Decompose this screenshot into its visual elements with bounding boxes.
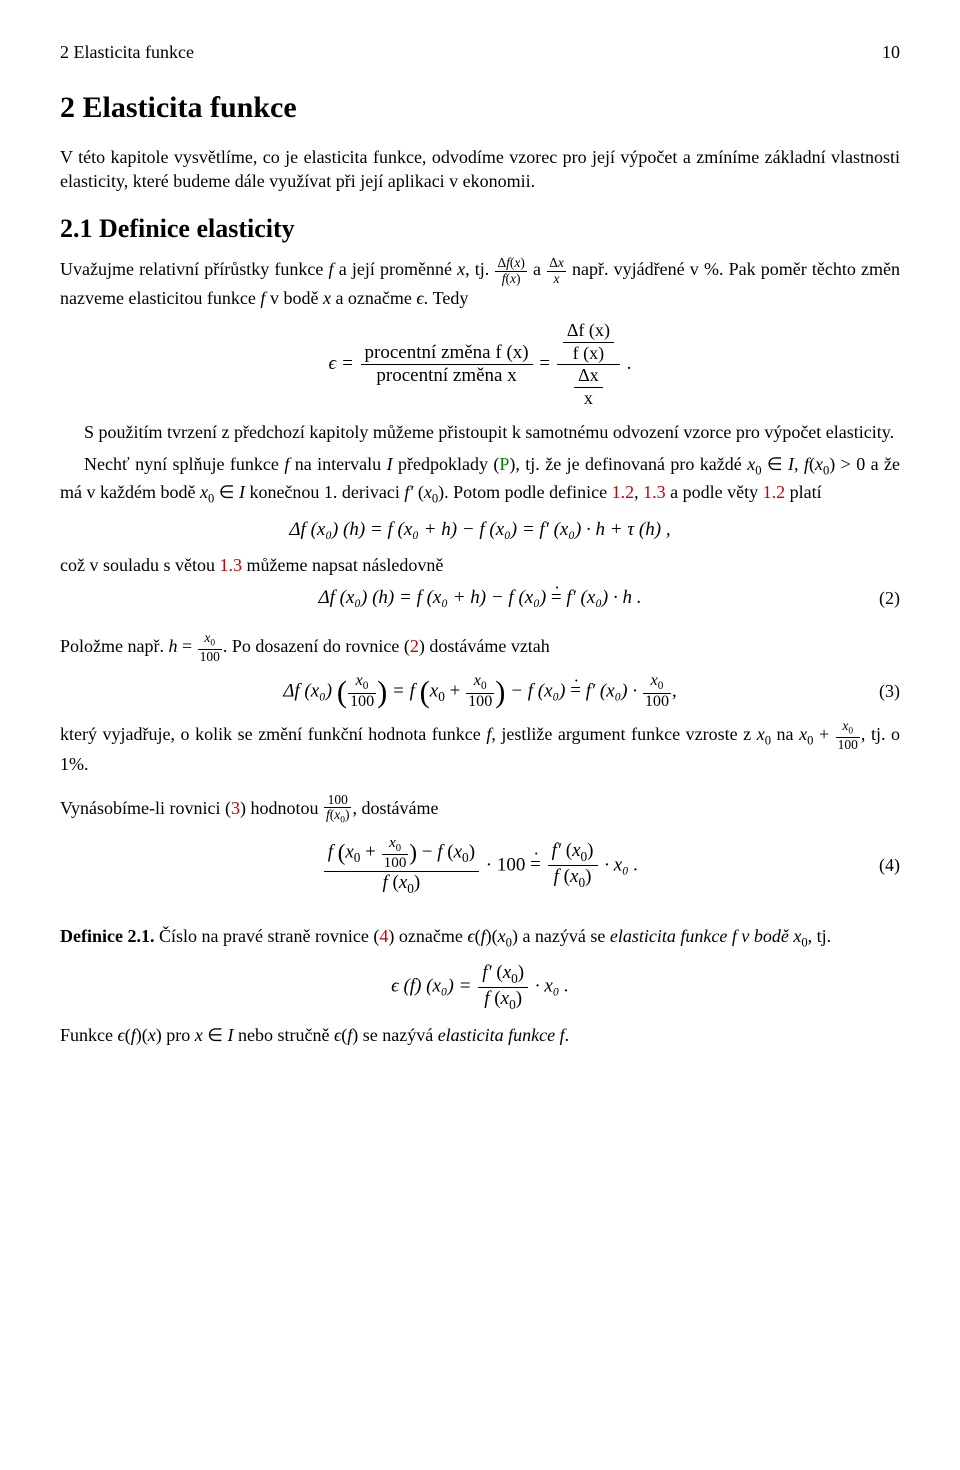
section-title: 2.1 Definice elasticity	[60, 211, 900, 246]
p-multiply: Vynásobíme-li rovnici (3) hodnotou 100f(…	[60, 793, 900, 827]
eq-number-4: (4)	[879, 853, 900, 877]
p-assumptions: Nechť nyní splňuje funkce f na intervalu…	[60, 452, 900, 507]
eq-number-2: (2)	[879, 586, 900, 610]
equation-elasticity-def: ϵ (f) (x₀) = f′ (x0) f (x0) · x₀ .	[60, 962, 900, 1013]
p-use-previous: S použitím tvrzení z předchozí kapitoly …	[60, 420, 900, 444]
link-eq-3[interactable]: 3	[231, 798, 240, 818]
equation-3: Δf (x₀) (x0100) = f (x0 + x0100) − f (x₀…	[60, 673, 900, 711]
p-interpretation: který vyjadřuje, o kolik se změní funkčn…	[60, 719, 900, 777]
p-rewrite: což v souladu s větou 1.3 můžeme napsat …	[60, 553, 900, 577]
equation-epsilon-def: ϵ = procentní změna f (x) procentní změn…	[60, 320, 900, 410]
link-thm-1-3[interactable]: 1.3	[219, 555, 242, 575]
p-substitute: Položme např. h = x0100. Po dosazení do …	[60, 631, 900, 665]
definition-2-1: Definice 2.1. Číslo na pravé straně rovn…	[60, 924, 900, 952]
page-header: 2 Elasticita funkce 10	[60, 40, 900, 64]
equation-4: f (x0 + x0100) − f (x0) f (x0) · 100 = f…	[60, 835, 900, 897]
equation-delta-f-h: Δf (x₀) (h) = f (x₀ + h) − f (x₀) = f′ (…	[60, 517, 900, 543]
chapter-title: 2 Elasticita funkce	[60, 88, 900, 129]
p-elasticity-function: Funkce ϵ(f)(x) pro x ∈ I nebo stručně ϵ(…	[60, 1023, 900, 1047]
link-eq-2[interactable]: 2	[410, 636, 419, 656]
frac-dfx-fx: Δf(x)f(x)	[495, 256, 526, 285]
link-P[interactable]: P	[499, 454, 509, 474]
p-definition-intro: Uvažujme relativní přírůstky funkce f a …	[60, 256, 900, 310]
document-page: 2 Elasticita funkce 10 2 Elasticita funk…	[0, 0, 960, 1115]
header-left: 2 Elasticita funkce	[60, 40, 194, 64]
link-thm-1-2[interactable]: 1.2	[763, 482, 786, 502]
link-def-1-3[interactable]: 1.3	[643, 482, 666, 502]
frac-dx-x: Δxx	[547, 256, 566, 285]
definition-title: Definice 2.1.	[60, 926, 154, 946]
eq-number-3: (3)	[879, 679, 900, 703]
intro-paragraph: V této kapitole vysvětlíme, co je elasti…	[60, 145, 900, 194]
equation-2: Δf (x₀) (h) = f (x₀ + h) − f (x₀) = f′ (…	[60, 585, 900, 611]
link-def-1-2[interactable]: 1.2	[612, 482, 635, 502]
header-page-number: 10	[882, 40, 900, 64]
